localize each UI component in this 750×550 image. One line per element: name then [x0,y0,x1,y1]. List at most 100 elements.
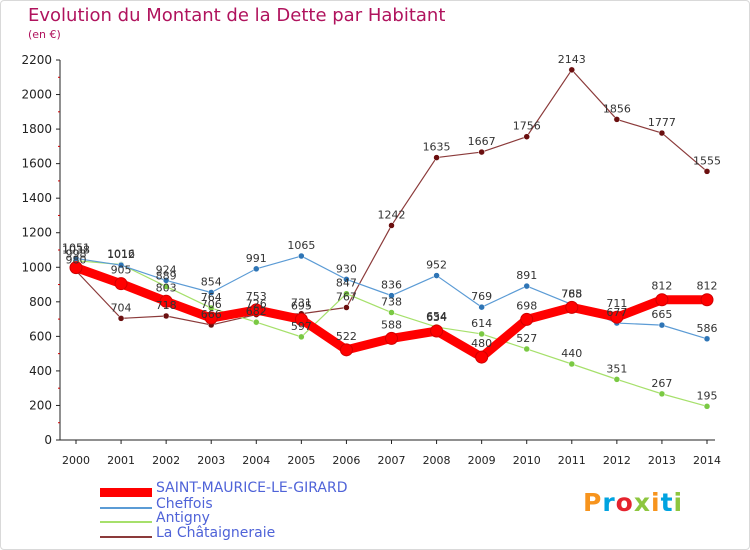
data-point-1 [253,265,260,273]
data-point-0 [249,303,263,317]
data-label: 991 [246,252,267,265]
data-label: 586 [697,322,718,335]
data-point-2 [568,360,576,368]
data-label: 769 [471,290,492,303]
legend-swatch [100,507,152,509]
data-point-0 [430,324,444,338]
data-point-1 [343,276,350,283]
data-label: 634 [426,311,447,324]
x-tick-label: 2014 [693,454,721,467]
x-tick-label: 2008 [423,454,451,467]
data-label: 2143 [558,53,586,66]
x-tick-label: 2007 [378,454,406,467]
data-point-0 [655,293,669,307]
data-point-2 [253,318,260,326]
chart-title: Evolution du Montant de la Dette par Hab… [28,5,446,26]
data-point-2 [613,376,621,383]
data-point-1 [658,321,666,329]
data-label: 704 [111,301,132,314]
data-point-1 [523,282,530,290]
data-label: 1635 [423,141,451,154]
data-label: 930 [336,262,357,275]
data-label: 351 [606,362,627,375]
y-tick-label: 1000 [21,260,52,274]
data-label: 847 [336,277,357,290]
data-point-3 [523,133,530,140]
data-point-0 [159,294,173,308]
data-point-1 [478,303,485,311]
data-point-2 [703,403,711,410]
data-point-2 [388,309,395,316]
data-point-3 [568,66,576,74]
data-label: 1012 [107,248,135,261]
legend-label: SAINT-MAURICE-LE-GIRARD [156,480,348,496]
data-label: 711 [606,297,627,310]
data-label: 695 [291,299,312,312]
y-tick-label: 800 [29,295,52,309]
x-tick-label: 2004 [242,454,270,467]
data-label: 614 [471,317,492,330]
data-label: 812 [697,280,718,293]
data-label: 998 [66,248,87,261]
data-label: 1051 [62,241,90,254]
data-label: 1038 [62,244,90,257]
x-tick-label: 2000 [62,454,90,467]
y-tick-label: 1800 [21,122,52,136]
data-label: 718 [156,299,177,312]
data-label: 706 [201,298,222,311]
data-point-0 [339,343,353,357]
data-point-1 [298,252,305,260]
legend-label: Antigny [156,510,210,526]
data-label: 1777 [648,116,676,129]
data-label: 1667 [468,135,496,148]
data-point-1 [433,272,440,279]
data-label: 924 [156,263,177,276]
data-point-3 [613,116,621,123]
data-point-1 [162,277,170,284]
data-label: 527 [516,332,537,345]
y-tick-label: 600 [29,329,52,343]
legend-label: Cheffois [156,496,213,512]
data-label: 1016 [107,248,135,261]
data-point-1 [117,261,125,269]
data-label: 785 [561,287,582,300]
data-label: 753 [246,290,267,303]
data-label: 767 [336,291,357,304]
proxiti-logo: Proxiti [583,488,683,517]
x-tick-label: 2005 [287,454,315,467]
data-label: 803 [156,281,177,294]
x-tick-label: 2010 [513,454,541,467]
data-point-0 [700,293,714,307]
legend-swatch [100,487,152,497]
data-point-3 [703,168,711,175]
data-label: 1756 [513,120,541,133]
y-tick-label: 200 [29,398,52,412]
data-point-1 [703,335,711,343]
logo-letter: i [673,488,684,517]
data-label: 665 [651,308,672,321]
x-tick-label: 2012 [603,454,631,467]
data-label: 854 [201,275,222,288]
logo-letter: t [660,488,674,517]
data-label: 891 [516,269,537,282]
data-label: 666 [201,308,222,321]
logo-letter: x [633,488,651,517]
data-point-2 [298,333,305,341]
x-tick-label: 2006 [332,454,360,467]
data-label: 1555 [693,154,721,167]
data-point-1 [207,289,215,296]
data-point-0 [385,331,398,345]
data-point-0 [475,350,489,364]
data-label: 836 [381,279,402,292]
data-label: 738 [381,296,402,309]
data-point-2 [658,390,666,398]
data-label: 952 [426,259,447,272]
data-label: 195 [697,389,718,402]
chart-unit-label: (en €) [28,28,61,41]
data-label: 905 [111,264,132,277]
data-point-3 [658,129,666,137]
data-point-1 [388,292,395,299]
data-point-0 [520,312,534,326]
